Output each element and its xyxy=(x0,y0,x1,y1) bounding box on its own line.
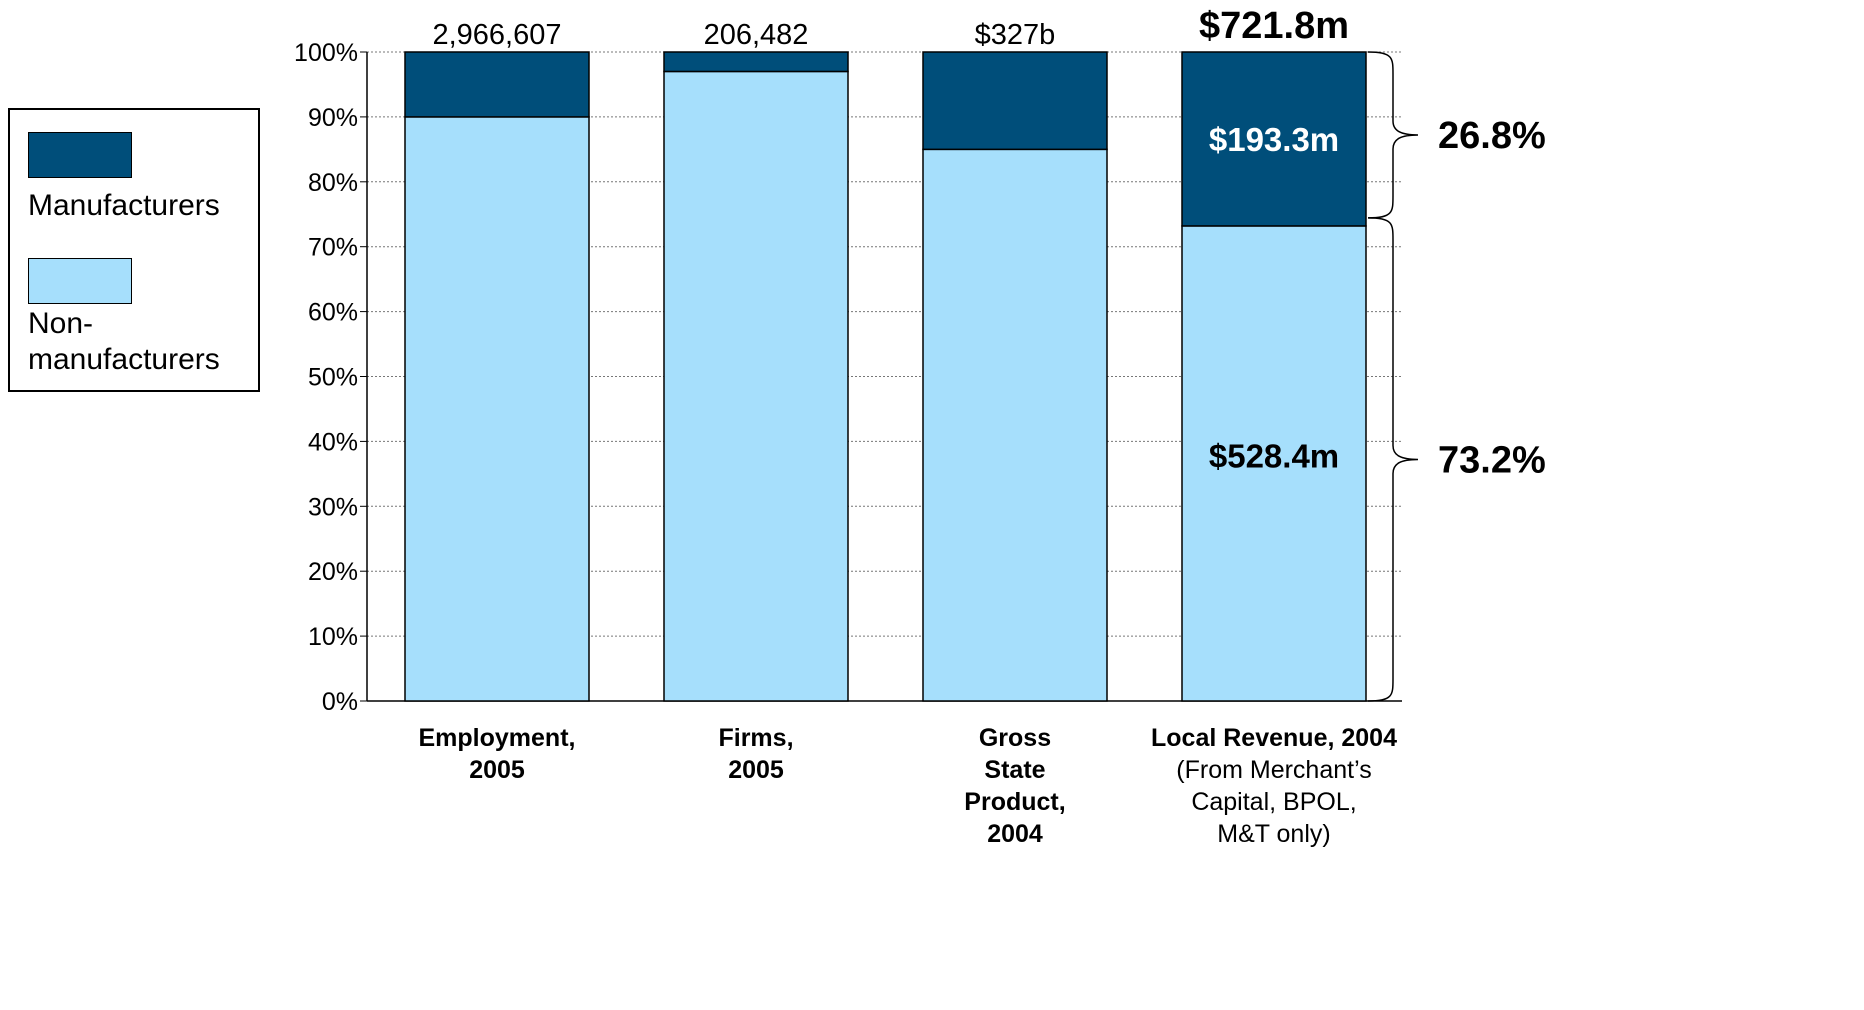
bar-segment-non-manufacturers xyxy=(1181,225,1367,702)
bar-segment-manufacturers xyxy=(922,51,1108,151)
brace-non-manufacturers xyxy=(1367,217,1419,702)
y-tick-label: 60% xyxy=(308,299,358,327)
non-manufacturers-amount-label: $528.4m xyxy=(1209,437,1339,474)
category-label: Product, xyxy=(964,788,1065,816)
manufacturers-percent-label: 26.8% xyxy=(1438,115,1546,157)
bar-total-label: 2,966,607 xyxy=(432,19,561,51)
legend-swatch-non-manufacturers xyxy=(28,258,132,304)
category-label: State xyxy=(984,756,1045,784)
legend-swatch-manufacturers xyxy=(28,132,132,178)
bar-segment-non-manufacturers xyxy=(922,148,1108,702)
legend-label-line: manufacturers xyxy=(28,343,220,376)
manufacturers-amount-label: $193.3m xyxy=(1209,121,1339,158)
category-label: 2005 xyxy=(469,756,525,784)
legend-label-line: Non- xyxy=(28,307,94,340)
category-label: Firms, xyxy=(718,724,793,752)
y-tick-label: 0% xyxy=(322,688,358,716)
bar-segment-manufacturers xyxy=(404,51,590,118)
bar-segment-manufacturers xyxy=(663,51,849,73)
y-tick-label: 10% xyxy=(308,623,358,651)
category-label: Gross xyxy=(979,724,1051,752)
y-tick-label: 70% xyxy=(308,234,358,262)
y-tick-label: 80% xyxy=(308,169,358,197)
y-tick-label: 100% xyxy=(294,39,358,67)
category-label: Employment, xyxy=(419,724,576,752)
bar-total-label: 206,482 xyxy=(704,19,809,51)
y-tick-label: 90% xyxy=(308,104,358,132)
legend: Manufacturers Non- manufacturers xyxy=(8,108,260,392)
bar-total-label: $327b xyxy=(975,19,1056,51)
non-manufacturers-percent-label: 73.2% xyxy=(1438,439,1546,481)
category-label: (From Merchant’s xyxy=(1176,756,1371,784)
y-tick-label: 40% xyxy=(308,428,358,456)
bar-total-label: $721.8m xyxy=(1199,5,1349,47)
category-label: Local Revenue, 2004 xyxy=(1151,724,1397,752)
bar-segment-non-manufacturers xyxy=(663,70,849,702)
y-tick-label: 20% xyxy=(308,558,358,586)
legend-label-manufacturers: Manufacturers xyxy=(28,189,220,222)
category-label: 2004 xyxy=(987,820,1043,848)
legend-label-non-manufacturers: Non- manufacturers xyxy=(28,306,258,378)
y-tick-label: 30% xyxy=(308,493,358,521)
y-tick-label: 50% xyxy=(308,364,358,392)
bar-segment-manufacturers xyxy=(1181,51,1367,227)
brace-manufacturers xyxy=(1367,51,1419,219)
bar-segment-non-manufacturers xyxy=(404,116,590,702)
category-label: Capital, BPOL, xyxy=(1191,788,1356,816)
category-label: M&T only) xyxy=(1217,820,1330,848)
category-label: 2005 xyxy=(728,756,784,784)
